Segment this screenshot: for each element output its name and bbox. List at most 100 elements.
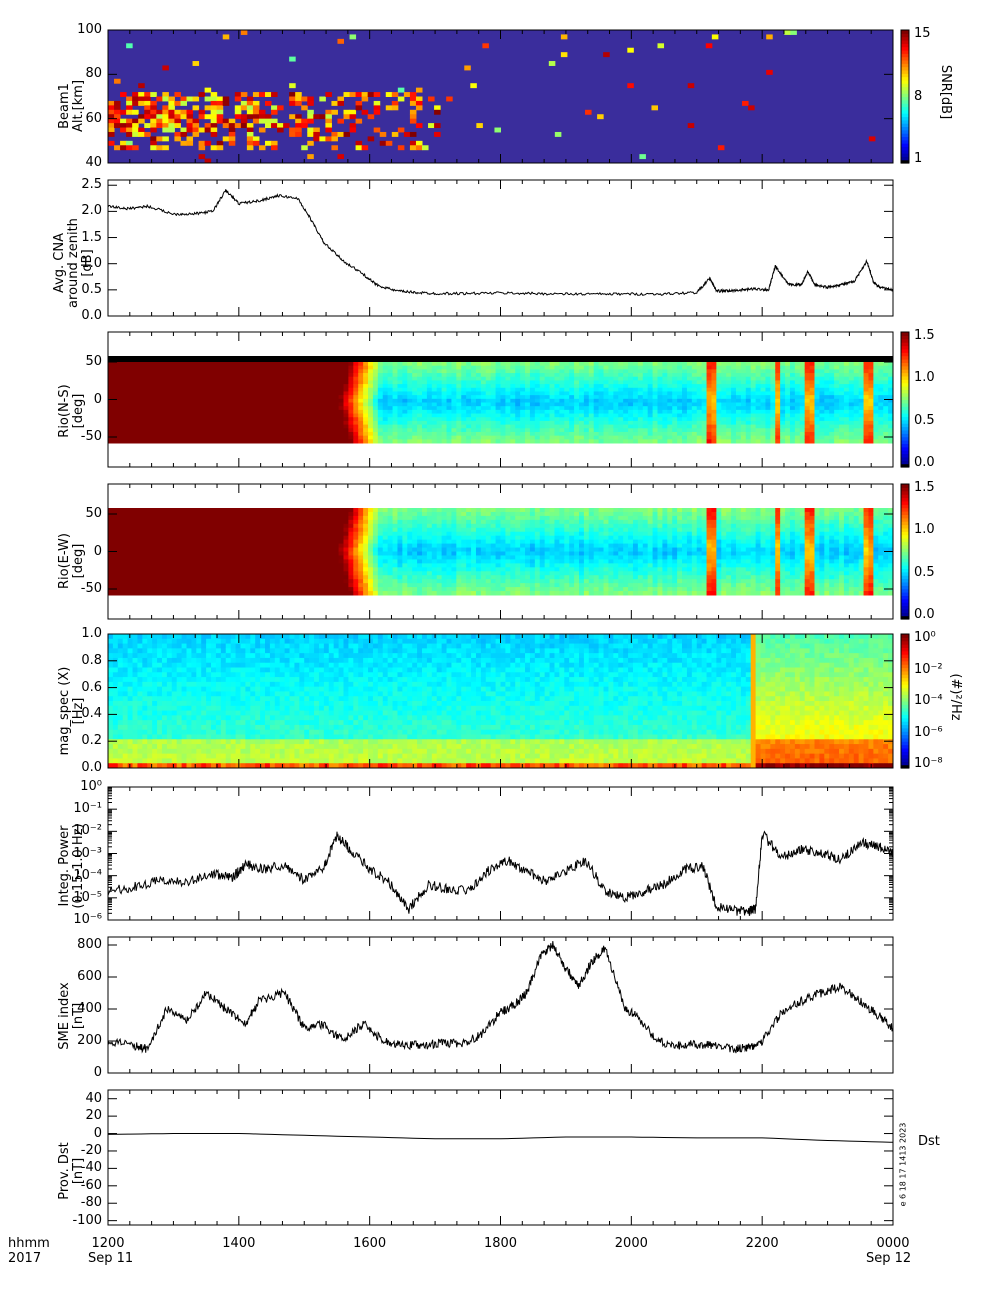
heatmap-cell (201, 431, 207, 437)
heatmap-cell (829, 428, 835, 433)
colorbar-segment (901, 139, 909, 144)
heatmap-cell (598, 420, 605, 426)
heatmap-cell (108, 591, 114, 596)
heatmap-cell (206, 395, 212, 400)
colorbar-segment (901, 463, 909, 468)
heatmap-cell (436, 428, 443, 433)
heatmap-cell (750, 402, 757, 407)
heatmap-cell (377, 369, 384, 374)
heatmap-cell (246, 131, 254, 137)
heatmap-cell (785, 380, 791, 385)
heatmap-cell (588, 420, 595, 426)
heatmap-cell (206, 567, 212, 572)
heatmap-cell (397, 435, 403, 440)
heatmap-cell (353, 424, 359, 429)
heatmap-cell (642, 376, 649, 381)
heatmap-cell (652, 376, 658, 381)
heatmap-cell (265, 547, 271, 552)
heatmap-cell (544, 398, 551, 403)
heatmap-cell (215, 365, 222, 370)
heatmap-cell (157, 373, 163, 378)
heatmap-cell (211, 508, 217, 513)
heatmap-cell (510, 431, 516, 437)
heatmap-cell (343, 362, 349, 367)
heatmap-cell (726, 398, 732, 403)
heatmap-cell (588, 428, 595, 433)
heatmap-cell (235, 424, 241, 429)
heatmap-cell (485, 413, 492, 418)
heatmap-cell (127, 424, 134, 429)
heatmap-cell (191, 387, 197, 392)
heatmap-cell (137, 365, 143, 370)
heatmap-cell (171, 567, 178, 572)
heatmap-cell (494, 127, 501, 133)
heatmap-cell (176, 365, 183, 370)
heatmap-cell (198, 114, 206, 120)
heatmap-cell (245, 567, 251, 572)
heatmap-cell (745, 439, 752, 444)
heatmap-cell (220, 571, 227, 576)
heatmap-cell (225, 365, 232, 370)
heatmap-cell (138, 114, 145, 120)
heatmap-cell (161, 402, 168, 407)
heatmap-cell (122, 527, 129, 533)
heatmap-cell (745, 402, 752, 407)
heatmap-cell (265, 387, 271, 392)
heatmap-cell (539, 428, 546, 433)
heatmap-cell (529, 420, 536, 426)
heatmap-cell (878, 409, 884, 415)
heatmap-cell (422, 428, 428, 433)
heatmap-cell (120, 118, 127, 124)
heatmap-cell (220, 535, 227, 541)
heatmap-cell (171, 583, 178, 588)
heatmap-cell (201, 527, 207, 533)
heatmap-cell (211, 417, 217, 422)
heatmap-cell (206, 391, 212, 396)
heatmap-cell (745, 406, 752, 411)
heatmap-cell (122, 575, 129, 580)
heatmap-cell (485, 420, 492, 426)
heatmap-cell (181, 591, 187, 596)
heatmap-cell (564, 402, 570, 407)
heatmap-cell (436, 406, 443, 411)
heatmap-cell (794, 395, 801, 400)
heatmap-cell (834, 398, 840, 403)
heatmap-cell (608, 402, 614, 407)
heatmap-cell (431, 395, 438, 400)
heatmap-cell (780, 420, 786, 426)
heatmap-cell (888, 398, 894, 403)
heatmap-cell (721, 417, 727, 422)
heatmap-cell (569, 409, 575, 415)
heatmap-cell (108, 123, 115, 129)
heatmap-cell (736, 373, 742, 378)
heatmap-cell (152, 575, 158, 580)
heatmap-cell (559, 424, 565, 429)
heatmap-cell (108, 387, 114, 392)
heatmap-cell (554, 387, 560, 392)
heatmap-cell (255, 391, 261, 396)
heatmap-cell (196, 571, 202, 576)
heatmap-cell (304, 420, 310, 426)
heatmap-cell (171, 435, 178, 440)
heatmap-cell (593, 387, 600, 392)
heatmap-cell (529, 406, 536, 411)
heatmap-cell (147, 413, 153, 418)
heatmap-cell (672, 365, 678, 370)
heatmap-cell (397, 145, 405, 151)
heatmap-cell (431, 365, 438, 370)
heatmap-cell (309, 380, 315, 385)
heatmap-cell (632, 380, 639, 385)
heatmap-cell (157, 523, 163, 529)
heatmap-cell (412, 373, 418, 378)
colorbar-segment (901, 379, 909, 384)
colorbar-segment (901, 49, 909, 54)
heatmap-cell (667, 431, 673, 437)
heatmap-cell (137, 508, 143, 513)
heatmap-cell (495, 435, 501, 440)
heatmap-cell (255, 439, 261, 444)
heatmap-cell (252, 105, 260, 111)
heatmap-cell (588, 395, 595, 400)
heatmap-cell (328, 380, 335, 385)
heatmap-cell (206, 362, 212, 367)
heatmap-cell (198, 154, 206, 160)
